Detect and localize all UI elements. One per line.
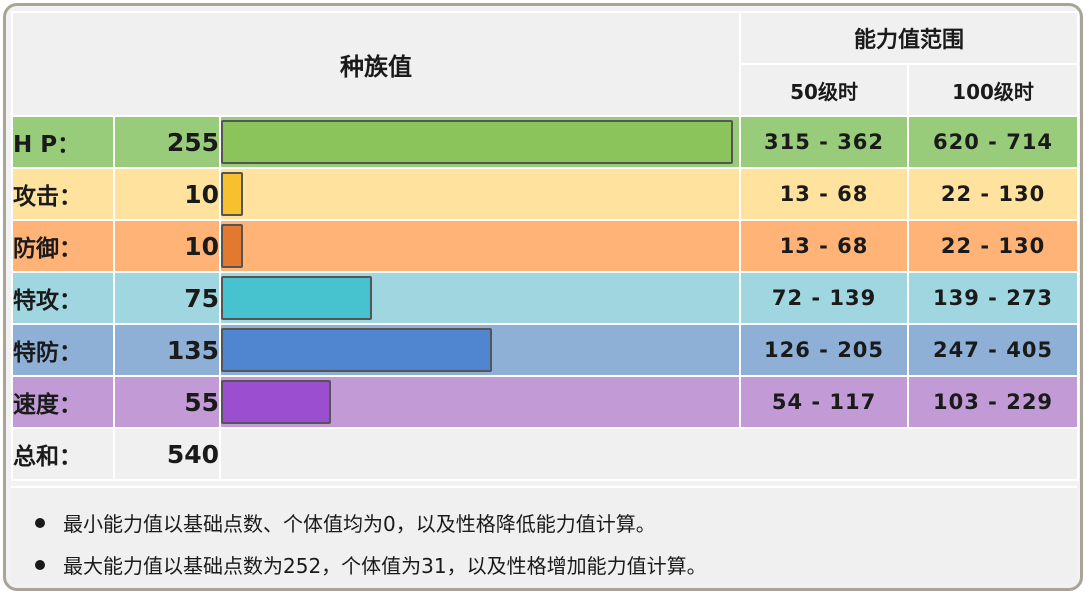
stat-bar-track (218, 323, 742, 377)
stat-bar (221, 224, 243, 268)
range-level100: 247 - 405 (907, 323, 1080, 377)
range-level50: 315 - 362 (739, 115, 910, 169)
range-level100: 620 - 714 (907, 115, 1080, 169)
note-item: 最大能力值以基础点数为252，个体值为31，以及性格增加能力值计算。 (35, 550, 707, 579)
stat-value: 135 (113, 323, 221, 377)
stat-range-header: 能力值范围 (739, 11, 1080, 65)
base-stats-header: 种族值 (10, 11, 742, 117)
stat-row: H P： 255 315 - 362 620 - 714 (11, 115, 1080, 169)
range-level50: 13 - 68 (739, 167, 910, 221)
stat-name: 速度： (11, 375, 115, 429)
total-row: 总和： 540 (11, 427, 1080, 481)
stats-panel: 种族值 能力值范围 50级时 100级时 H P： 255 315 - 362 620… (3, 3, 1083, 591)
level100-header: 100级时 (907, 63, 1080, 117)
stat-value: 55 (113, 375, 221, 429)
bullet-icon (35, 559, 45, 570)
stat-value: 10 (113, 167, 221, 221)
stat-bar (221, 328, 492, 372)
stat-value: 75 (113, 271, 221, 325)
stat-name: H P： (11, 115, 115, 169)
range-level100: 139 - 273 (907, 271, 1080, 325)
stat-row: 特攻： 75 72 - 139 139 - 273 (11, 271, 1080, 325)
range-level50: 126 - 205 (739, 323, 910, 377)
stat-name: 防御： (11, 219, 115, 273)
stat-value: 10 (113, 219, 221, 273)
stat-bar-track (218, 375, 742, 429)
note-item: 最小能力值以基础点数、个体值均为0，以及性格降低能力值计算。 (35, 508, 656, 537)
range-level100: 22 - 130 (907, 167, 1080, 221)
bullet-icon (35, 517, 45, 528)
range-level50: 13 - 68 (739, 219, 910, 273)
range-level50: 54 - 117 (739, 375, 910, 429)
stat-bar-track (218, 219, 742, 273)
stat-value: 255 (113, 115, 221, 169)
stat-row: 攻击： 10 13 - 68 22 - 130 (11, 167, 1080, 221)
total-filler (218, 427, 1080, 481)
stat-bar-track (218, 271, 742, 325)
stat-bar (221, 380, 331, 424)
stat-name: 特防： (11, 323, 115, 377)
level50-header: 50级时 (739, 63, 910, 117)
range-level50: 72 - 139 (739, 271, 910, 325)
stat-bar (221, 172, 243, 216)
stat-bar (221, 120, 733, 164)
stats-table: 种族值 能力值范围 50级时 100级时 H P： 255 315 - 362 620… (10, 11, 1080, 481)
stat-row: 速度： 55 54 - 117 103 - 229 (11, 375, 1080, 429)
total-label: 总和： (11, 427, 115, 481)
notes-section: 最小能力值以基础点数、个体值均为0，以及性格降低能力值计算。 最大能力值以基础点… (11, 486, 1077, 584)
stat-bar-track (218, 167, 742, 221)
range-level100: 22 - 130 (907, 219, 1080, 273)
stat-name: 攻击： (11, 167, 115, 221)
note-text: 最小能力值以基础点数、个体值均为0，以及性格降低能力值计算。 (63, 512, 656, 536)
stat-name: 特攻： (11, 271, 115, 325)
stat-row: 防御： 10 13 - 68 22 - 130 (11, 219, 1080, 273)
stat-row: 特防： 135 126 - 205 247 - 405 (11, 323, 1080, 377)
stat-bar-track (218, 115, 742, 169)
range-level100: 103 - 229 (907, 375, 1080, 429)
note-text: 最大能力值以基础点数为252，个体值为31，以及性格增加能力值计算。 (63, 554, 707, 578)
stat-bar (221, 276, 372, 320)
total-value: 540 (113, 427, 221, 481)
